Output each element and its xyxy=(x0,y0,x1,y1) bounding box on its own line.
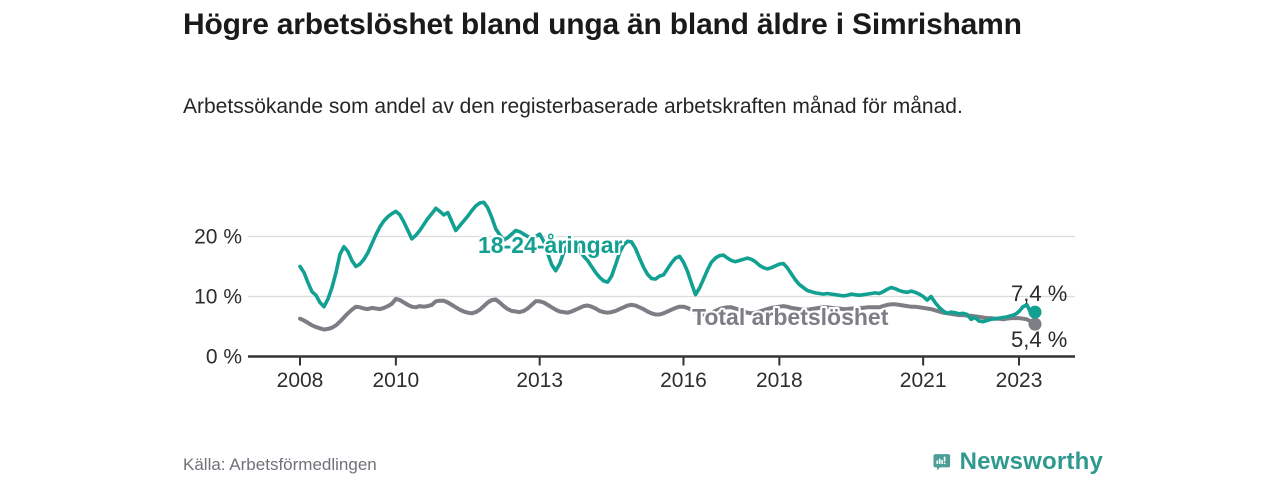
series-line-total xyxy=(298,296,1037,332)
series-end-dot xyxy=(1028,305,1042,319)
newsworthy-logo[interactable]: Newsworthy xyxy=(933,444,1103,480)
x-axis-tick-label: 2023 xyxy=(996,369,1043,392)
series-end-dot xyxy=(1028,317,1042,331)
series-line-youth xyxy=(298,200,1037,324)
x-axis-tick-label: 2010 xyxy=(373,369,420,392)
y-axis-tick-label: 0 % xyxy=(206,346,242,369)
newsworthy-logo-text: Newsworthy xyxy=(959,448,1103,475)
x-axis-tick-label: 2008 xyxy=(277,369,324,392)
x-axis-tick-label: 2021 xyxy=(900,369,947,392)
series-end-value-label: 7,4 % xyxy=(1011,281,1067,306)
series-end-value-label: 5,4 % xyxy=(1011,327,1067,352)
y-axis-tick-label: 20 % xyxy=(194,226,242,249)
source-note: Källa: Arbetsförmedlingen xyxy=(183,455,377,474)
page-title: Högre arbetslöshet bland unga än bland ä… xyxy=(183,8,1022,41)
x-axis-tick-label: 2018 xyxy=(756,369,803,392)
logo-bar-glyphs xyxy=(936,456,946,465)
x-axis-tick-label: 2016 xyxy=(660,369,707,392)
newsworthy-bars-icon xyxy=(933,454,951,471)
x-axis-tick-label: 2013 xyxy=(516,369,563,392)
y-axis-tick-label: 10 % xyxy=(194,286,242,309)
chart-subtitle: Arbetssökande som andel av den registerb… xyxy=(183,95,963,118)
series-inline-label: 18-24-åringar xyxy=(478,232,623,258)
series-inline-label: Total arbetslöshet xyxy=(692,304,889,330)
